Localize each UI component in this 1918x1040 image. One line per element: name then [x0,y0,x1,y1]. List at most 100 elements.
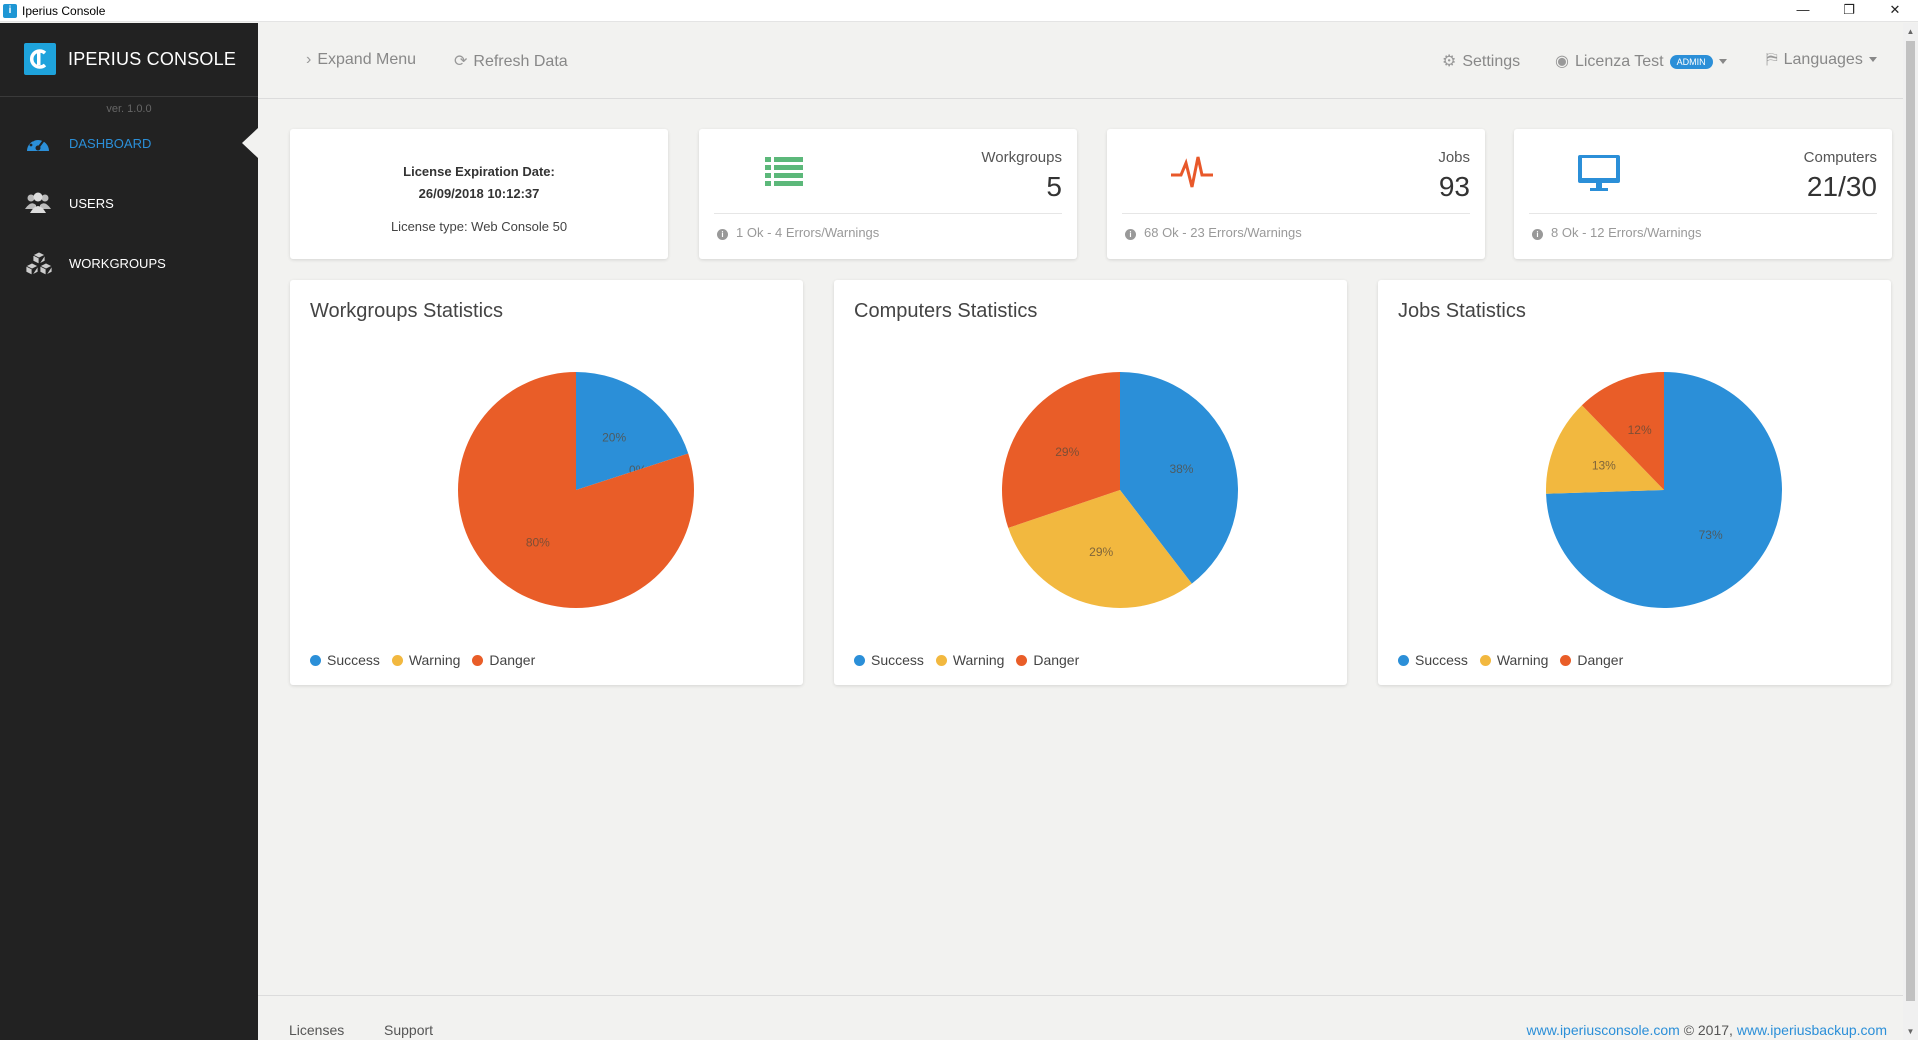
app-icon: i [3,4,17,18]
divider [1529,213,1877,214]
user-circle-icon: ◉ [1555,53,1569,70]
licenses-link[interactable]: Licenses [289,1022,345,1038]
legend-item-danger[interactable]: Danger [1560,652,1623,668]
legend-item-warning[interactable]: Warning [1479,652,1549,668]
license-card: License Expiration Date: 26/09/2018 10:1… [290,129,668,259]
legend-item-danger[interactable]: Danger [472,652,535,668]
admin-badge: ADMIN [1669,54,1713,69]
legend-label: Warning [1496,652,1549,668]
workgroups-statistics-card: Workgroups Statistics 20% 0% 80% Success W… [290,280,803,685]
scrollbar-thumb[interactable] [1906,41,1915,1001]
legend-item-warning[interactable]: Warning [935,652,1004,668]
stat-label: Computers [1803,149,1877,166]
legend-item-danger[interactable]: Danger [1016,652,1079,668]
close-button[interactable]: ✕ [1889,2,1901,17]
legend-label: Success [1415,652,1468,668]
sidebar-item-workgroups[interactable]: WORKGROUPS [0,243,258,283]
pie-data-label: 12% [1628,423,1652,437]
chart-legend: Success Warning Danger [1398,652,1631,668]
chevron-down-icon [1868,57,1877,63]
legend-dot [1479,655,1491,666]
sidebar-item-dashboard[interactable]: DASHBOARD [0,123,258,163]
list-icon [761,153,807,193]
vertical-scrollbar[interactable]: ▲ ▼ [1903,23,1918,1040]
stat-footer: i 1 Ok - 4 Errors/Warnings [717,225,879,240]
stat-footer: i 68 Ok - 23 Errors/Warnings [1125,225,1302,240]
user-menu[interactable]: ◉ Licenza Test ADMIN [1555,51,1727,71]
legend-dot [391,655,403,666]
license-expiration-date: 26/09/2018 10:12:37 [418,186,540,201]
pie-slice-success[interactable] [576,372,689,490]
pie-slice-warning[interactable] [1008,490,1192,608]
stat-footer-text: 68 Ok - 23 Errors/Warnings [1144,225,1302,240]
legend-item-success[interactable]: Success [310,652,380,668]
jobs-pie-chart: 73% 13% 12% [1546,372,1782,608]
chart-title: Jobs Statistics [1398,300,1526,322]
iperius-logo-icon [24,43,56,75]
pie-data-label: 38% [1169,462,1193,476]
pie-slice-danger[interactable] [458,372,694,608]
stat-value: 5 [1046,171,1062,202]
stat-label: Jobs [1438,149,1470,166]
jobs-stat-card[interactable]: Jobs 93 i 68 Ok - 23 Errors/Warnings [1107,129,1485,259]
sidebar-item-label: USERS [69,196,114,211]
support-link[interactable]: Support [384,1022,434,1038]
language-icon: ⛿ [1766,51,1778,68]
legend-label: Warning [408,652,461,668]
settings-button[interactable]: ⚙ Settings [1442,51,1520,71]
window-titlebar: i Iperius Console — ❐ ✕ [0,0,1918,22]
divider [714,213,1062,214]
footer: Licenses Support www.iperiusconsole.com … [258,995,1903,1040]
stat-value: 21/30 [1806,171,1877,202]
refresh-data-button[interactable]: ⟳ Refresh Data [454,51,568,71]
info-icon: i [1532,229,1543,240]
settings-label: Settings [1462,53,1521,70]
pie-slice-danger[interactable] [1581,372,1664,490]
expand-menu-button[interactable]: › Expand Menu [306,51,416,69]
pie-data-label: 80% [526,536,550,550]
legend-dot [935,655,947,666]
brand[interactable]: IPERIUS CONSOLE [0,23,258,97]
license-type: License type: Web Console 50 [390,219,568,234]
window-title: Iperius Console [22,4,106,18]
iperiusconsole-link[interactable]: www.iperiusconsole.com [1526,1022,1680,1038]
pie-data-label: 29% [1055,445,1079,459]
computers-pie-chart: 38% 29% 29% [1002,372,1238,608]
workgroups-pie-chart: 20%0%80% [458,372,694,608]
monitor-icon [1576,153,1622,193]
iperiusbackup-link[interactable]: www.iperiusbackup.com [1736,1022,1887,1038]
copyright-text: © 2017, [1683,1022,1733,1038]
users-icon [24,191,52,215]
legend-item-warning[interactable]: Warning [391,652,461,668]
pie-slice-danger[interactable] [1002,372,1120,528]
legend-item-success[interactable]: Success [854,652,924,668]
dashboard-icon [24,131,52,155]
info-icon: i [717,229,728,240]
legend-label: Success [871,652,924,668]
stat-value: 93 [1438,171,1470,202]
info-icon: i [1125,229,1136,240]
computers-statistics-card: Computers Statistics 38% 29% 29% Success W… [834,280,1347,685]
pie-slice-warning[interactable] [1546,405,1664,494]
stat-footer-text: 1 Ok - 4 Errors/Warnings [736,225,880,240]
pie-data-label: 20% [602,430,626,444]
license-expiration-label: License Expiration Date: [403,164,555,179]
computers-stat-card[interactable]: Computers 21/30 i 8 Ok - 12 Errors/Warnin… [1514,129,1892,259]
languages-menu[interactable]: ⛿ Languages [1766,51,1877,69]
pie-slice-success[interactable] [1120,372,1238,584]
sidebar-item-users[interactable]: USERS [0,183,258,223]
minimize-button[interactable]: — [1796,2,1810,17]
workgroups-icon [24,251,53,277]
restore-button[interactable]: ❐ [1843,2,1855,17]
legend-item-success[interactable]: Success [1398,652,1468,668]
pie-data-label: 73% [1699,528,1723,542]
active-indicator [242,128,258,158]
pie-slice-success[interactable] [1546,372,1782,608]
scroll-down-arrow-icon[interactable]: ▼ [1906,1027,1915,1036]
workgroups-stat-card[interactable]: Workgroups 5 i 1 Ok - 4 Errors/Warnings [699,129,1077,259]
user-name: Licenza Test [1574,53,1664,70]
legend-dot [1398,655,1409,666]
legend-dot [1560,655,1572,666]
scroll-up-arrow-icon[interactable]: ▲ [1906,27,1915,36]
stat-label: Workgroups [981,149,1062,166]
